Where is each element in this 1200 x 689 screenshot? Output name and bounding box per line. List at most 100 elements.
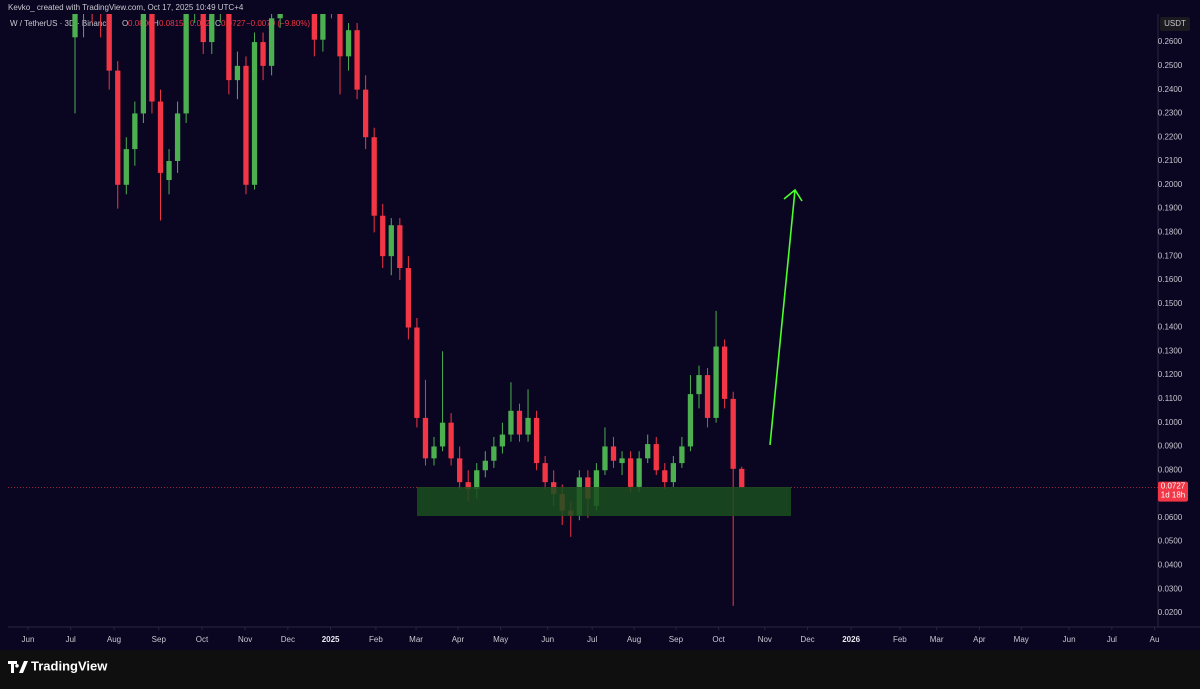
candle-body bbox=[721, 346, 728, 399]
candle-body bbox=[457, 458, 463, 483]
y-tick-label: 0.2400 bbox=[1158, 85, 1183, 94]
candle-body bbox=[542, 463, 548, 483]
candle-body bbox=[277, 14, 283, 19]
y-tick-label: 0.1100 bbox=[1158, 394, 1182, 403]
candle-body bbox=[405, 268, 412, 328]
last-price-tag bbox=[1158, 481, 1188, 502]
candle-body bbox=[474, 470, 480, 490]
x-tick-label: Dec bbox=[281, 635, 295, 644]
candle-body bbox=[72, 14, 78, 38]
candle-body bbox=[627, 458, 634, 487]
candle-body bbox=[653, 444, 659, 471]
candle-body bbox=[140, 14, 147, 114]
candle-body bbox=[123, 149, 129, 185]
x-tick-label: Apr bbox=[973, 635, 986, 644]
support-zone bbox=[417, 487, 791, 516]
candle-body bbox=[508, 410, 514, 435]
candle-body bbox=[499, 434, 506, 447]
candle-body bbox=[183, 14, 189, 114]
target-arrow bbox=[769, 188, 803, 446]
y-tick-label: 0.2000 bbox=[1158, 180, 1183, 189]
x-tick-label: Jun bbox=[1063, 635, 1076, 644]
brand-logo: TradingView bbox=[8, 658, 108, 673]
candle-body bbox=[687, 394, 694, 447]
footer-background bbox=[0, 650, 1200, 684]
candle-body bbox=[157, 101, 164, 173]
candle-body bbox=[610, 446, 617, 461]
y-tick-label: 0.0900 bbox=[1158, 442, 1183, 451]
y-tick-label: 0.0400 bbox=[1158, 561, 1183, 570]
x-tick-label: Nov bbox=[758, 635, 772, 644]
candle-body bbox=[704, 375, 711, 418]
candle-body bbox=[174, 113, 181, 162]
y-tick-label: 0.1300 bbox=[1158, 346, 1183, 355]
candle-body bbox=[234, 65, 241, 81]
ohlc-value: 0.0727 bbox=[221, 19, 246, 28]
x-tick-label: 2025 bbox=[322, 635, 340, 644]
candle-body bbox=[739, 468, 745, 488]
x-tick-label: Aug bbox=[107, 635, 121, 644]
symbol: W / TetherUS · 3D · Binance bbox=[10, 19, 111, 28]
candle-body bbox=[679, 446, 685, 464]
candle-body bbox=[602, 446, 608, 471]
candle-body bbox=[482, 460, 488, 471]
candle-body bbox=[380, 215, 386, 257]
candle-body bbox=[662, 470, 668, 483]
y-tick-label: 0.1900 bbox=[1158, 204, 1183, 213]
candle-body bbox=[362, 89, 369, 138]
y-tick-label: 0.1800 bbox=[1158, 227, 1183, 236]
y-tick-label: 0.2600 bbox=[1158, 37, 1183, 46]
x-tick-label: Jun bbox=[22, 635, 35, 644]
candle-body bbox=[645, 444, 651, 459]
candle-body bbox=[636, 458, 642, 487]
y-tick-label: 0.0300 bbox=[1158, 584, 1183, 593]
candle-body bbox=[670, 463, 676, 483]
candle-body bbox=[260, 42, 266, 66]
candle-body bbox=[397, 225, 403, 269]
x-tick-label: Sep bbox=[152, 635, 167, 644]
candle-body bbox=[200, 14, 206, 43]
candle-body bbox=[696, 375, 702, 395]
candle-body bbox=[431, 446, 437, 459]
currency-box bbox=[1160, 17, 1190, 31]
y-tick-label: 0.0200 bbox=[1158, 608, 1183, 617]
candle-body bbox=[251, 42, 258, 185]
x-tick-label: Nov bbox=[238, 635, 252, 644]
x-tick-label: Apr bbox=[452, 635, 465, 644]
ohlc-value: 0.0806 bbox=[128, 19, 153, 28]
candle-body bbox=[414, 327, 420, 418]
candle-body bbox=[388, 225, 394, 257]
x-tick-label: Sep bbox=[669, 635, 684, 644]
candle-body bbox=[465, 482, 471, 490]
candle-body bbox=[448, 422, 454, 459]
y-tick-label: 0.1400 bbox=[1158, 323, 1183, 332]
x-tick-label: May bbox=[493, 635, 508, 644]
x-tick-label: Feb bbox=[369, 635, 383, 644]
chart-background bbox=[0, 0, 1200, 650]
ohlc-change: −0.0079 (−9.80%) bbox=[246, 19, 310, 28]
brand-name: TradingView bbox=[31, 658, 108, 673]
candle-body bbox=[337, 14, 343, 57]
x-tick-label: Au bbox=[1150, 635, 1160, 644]
candle-body bbox=[115, 70, 121, 185]
candle-body bbox=[268, 18, 275, 66]
legend: W / TetherUS · 3D · Binance O 0.0806 H 0.08… bbox=[10, 19, 310, 28]
plot bbox=[8, 14, 1158, 606]
x-tick-label: Mar bbox=[930, 635, 944, 644]
countdown: 1d 18h bbox=[1161, 491, 1185, 500]
x-tick-label: 2026 bbox=[842, 635, 860, 644]
candle-body bbox=[311, 14, 317, 40]
last-price-label: 0.0727 bbox=[1161, 482, 1186, 491]
x-tick-label: Dec bbox=[800, 635, 814, 644]
candle-body bbox=[533, 417, 540, 464]
candle-body bbox=[730, 398, 736, 469]
x-tick-label: Jul bbox=[587, 635, 597, 644]
x-tick-label: Mar bbox=[409, 635, 423, 644]
y-tick-label: 0.2300 bbox=[1158, 109, 1183, 118]
x-tick-label: Jul bbox=[66, 635, 76, 644]
ohlc-key: H bbox=[153, 19, 159, 28]
x-tick-label: Jun bbox=[541, 635, 554, 644]
y-tick-label: 0.2500 bbox=[1158, 61, 1183, 70]
x-tick-label: Feb bbox=[893, 635, 907, 644]
